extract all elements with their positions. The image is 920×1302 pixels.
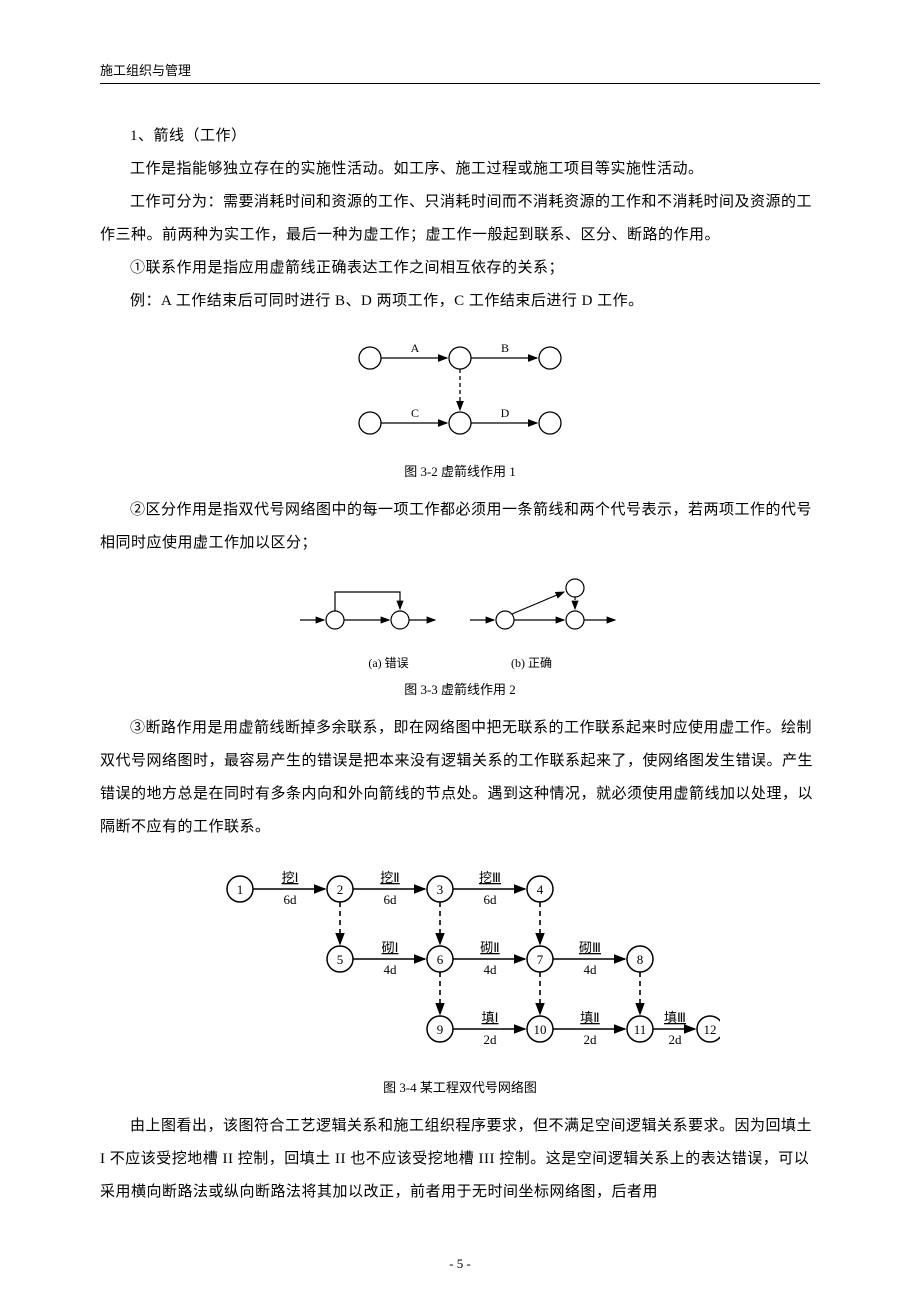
- paragraph: 1、箭线（工作）: [100, 120, 820, 153]
- edge-dur: 4d: [584, 962, 598, 977]
- edge-dur: 2d: [669, 1032, 683, 1047]
- edge-label: A: [411, 341, 420, 355]
- edge-dur: 6d: [284, 892, 298, 907]
- edge-dur: 6d: [484, 892, 498, 907]
- sub-b: (b) 正确: [462, 654, 602, 671]
- node-label: 7: [537, 952, 544, 967]
- figure-3-3: [100, 570, 820, 650]
- edge-label: C: [411, 406, 419, 420]
- node-label: 6: [437, 952, 444, 967]
- edge-dur: 2d: [584, 1032, 598, 1047]
- header-title: 施工组织与管理: [100, 63, 191, 78]
- figure-subcaption: (a) 错误 (b) 正确: [100, 654, 820, 671]
- edge-dur: 4d: [384, 962, 398, 977]
- figure-caption: 图 3-2 虚箭线作用 1: [100, 461, 820, 480]
- edge-dur: 6d: [384, 892, 398, 907]
- node-label: 2: [337, 882, 344, 897]
- figure-caption: 图 3-4 某工程双代号网络图: [100, 1077, 820, 1096]
- edge-dur: 2d: [484, 1032, 498, 1047]
- node-label: 10: [534, 1022, 547, 1037]
- paragraph: 工作可分为：需要消耗时间和资源的工作、只消耗时间而不消耗资源的工作和不消耗时间及…: [100, 186, 820, 252]
- figure-3-2: A B C D: [100, 328, 820, 453]
- edge-name: 挖Ⅱ: [380, 870, 399, 885]
- paragraph: 工作是指能够独立存在的实施性活动。如工序、施工过程或施工项目等实施性活动。: [100, 153, 820, 186]
- edge-name: 填Ⅱ: [580, 1010, 599, 1025]
- node-label: 3: [437, 882, 444, 897]
- figure-3-4: 1 2 3 4 5 6 7 8 9 10 11 12: [100, 854, 820, 1069]
- document-page: 施工组织与管理 1、箭线（工作） 工作是指能够独立存在的实施性活动。如工序、施工…: [0, 0, 920, 1302]
- edge-name: 填Ⅲ: [664, 1010, 686, 1025]
- node-label: 1: [237, 882, 244, 897]
- edge-name: 砌Ⅲ: [579, 940, 601, 955]
- edge-name: 填Ⅰ: [482, 1010, 499, 1025]
- node-label: 9: [437, 1022, 444, 1037]
- paragraph: ①联系作用是指应用虚箭线正确表达工作之间相互依存的关系；: [100, 252, 820, 285]
- sub-a: (a) 错误: [319, 654, 459, 671]
- node-label: 12: [704, 1022, 717, 1037]
- page-number: - 5 -: [0, 1256, 920, 1272]
- paragraph: ②区分作用是指双代号网络图中的每一项工作都必须用一条箭线和两个代号表示，若两项工…: [100, 494, 820, 560]
- node-label: 11: [634, 1022, 647, 1037]
- edge-dur: 4d: [484, 962, 498, 977]
- edge-name: 挖Ⅰ: [282, 870, 299, 885]
- paragraph: 例：A 工作结束后可同时进行 B、D 两项工作，C 工作结束后进行 D 工作。: [100, 285, 820, 318]
- edge-label: B: [501, 341, 509, 355]
- edge-name: 挖Ⅲ: [479, 870, 501, 885]
- node-label: 5: [337, 952, 344, 967]
- edge-name: 砌Ⅰ: [382, 940, 399, 955]
- paragraph: ③断路作用是用虚箭线断掉多余联系，即在网络图中把无联系的工作联系起来时应使用虚工…: [100, 712, 820, 844]
- paragraph: 由上图看出，该图符合工艺逻辑关系和施工组织程序要求，但不满足空间逻辑关系要求。因…: [100, 1110, 820, 1209]
- node-label: 4: [537, 882, 544, 897]
- edge-name: 砌Ⅱ: [480, 940, 499, 955]
- page-header: 施工组织与管理: [100, 60, 820, 84]
- edge-label: D: [501, 406, 510, 420]
- node-label: 8: [637, 952, 644, 967]
- figure-caption: 图 3-3 虚箭线作用 2: [100, 679, 820, 698]
